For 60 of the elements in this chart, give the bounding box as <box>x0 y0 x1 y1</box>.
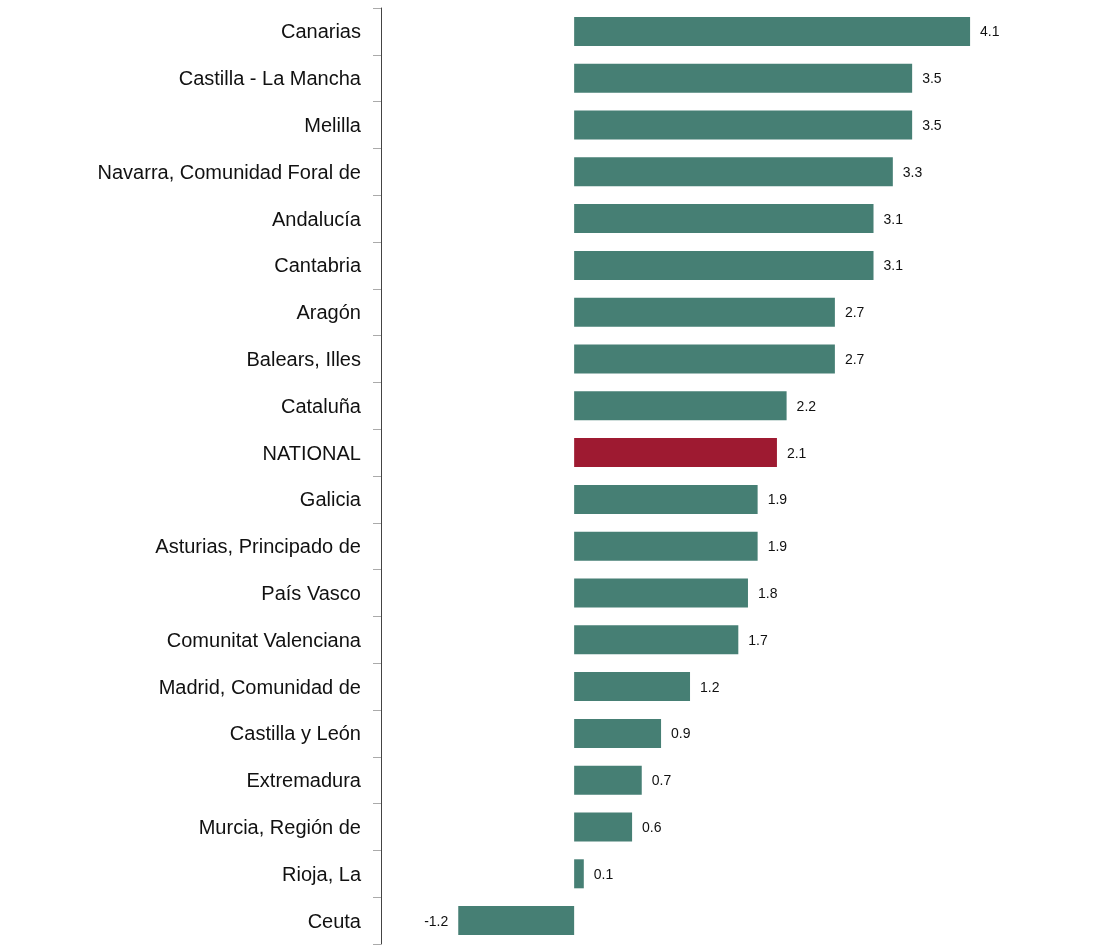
bar <box>574 625 739 655</box>
y-tick-label: Melilla <box>304 114 362 136</box>
y-tick-label: Galicia <box>299 488 362 511</box>
y-tick-label: Navarra, Comunidad Foral de <box>97 160 361 183</box>
bar <box>574 344 835 374</box>
data-label: 1.2 <box>700 678 720 695</box>
bar <box>574 204 874 234</box>
y-tick-label: Extremadura <box>246 769 362 792</box>
y-tick-label: Balears, Illes <box>246 348 361 370</box>
y-tick-label: NATIONAL <box>262 441 361 464</box>
bar <box>574 859 584 889</box>
data-label: 1.8 <box>757 585 778 601</box>
bar <box>574 438 777 468</box>
data-label: 0.1 <box>593 865 614 882</box>
data-label: 3.1 <box>883 257 904 274</box>
data-label: 0.6 <box>642 819 662 835</box>
y-tick-label: Asturias, Principado de <box>155 535 361 558</box>
y-tick-label: Andalucía <box>272 207 362 230</box>
y-tick-label: Cataluña <box>280 394 362 417</box>
data-label: 0.7 <box>651 772 672 789</box>
y-tick-label: Murcia, Región de <box>198 816 361 838</box>
data-label: 1.7 <box>748 631 768 648</box>
bar <box>574 110 913 140</box>
bar <box>574 765 642 795</box>
y-tick-label: Castilla - La Mancha <box>178 67 362 90</box>
y-tick-label: Canarias <box>280 20 361 43</box>
bar <box>574 484 758 514</box>
y-tick-label: Rioja, La <box>282 862 362 885</box>
y-tick-label: Ceuta <box>307 909 362 932</box>
bar <box>574 16 971 46</box>
data-label: 1.9 <box>767 538 788 555</box>
bar <box>574 718 662 748</box>
bar <box>574 297 835 327</box>
bar <box>574 391 787 421</box>
data-label: 2.1 <box>786 444 807 461</box>
data-label: 3.5 <box>922 70 942 87</box>
data-label: -1.2 <box>424 912 449 929</box>
y-tick-label: Cantabria <box>274 254 362 277</box>
bar <box>574 250 874 280</box>
data-label: 2.2 <box>796 397 817 414</box>
data-label: 3.5 <box>922 117 942 133</box>
bar <box>574 63 913 93</box>
bar <box>458 906 575 936</box>
y-tick-label: Castilla y León <box>229 722 361 745</box>
data-label: 2.7 <box>844 351 865 367</box>
data-label: 0.9 <box>671 725 691 742</box>
bar <box>574 531 758 561</box>
data-label: 3.3 <box>902 163 923 180</box>
y-tick-label: Aragón <box>296 301 361 324</box>
y-tick-label: Madrid, Comunidad de <box>158 675 361 698</box>
data-label: 2.7 <box>844 304 865 321</box>
bar <box>574 672 691 702</box>
bar <box>574 578 748 608</box>
y-tick-label: País Vasco <box>261 582 361 604</box>
y-tick-label: Comunitat Valenciana <box>166 628 362 651</box>
data-label: 4.1 <box>980 23 1000 40</box>
bar <box>574 157 893 187</box>
data-label: 1.9 <box>767 491 788 508</box>
bar <box>574 812 633 842</box>
data-label: 3.1 <box>883 210 904 227</box>
